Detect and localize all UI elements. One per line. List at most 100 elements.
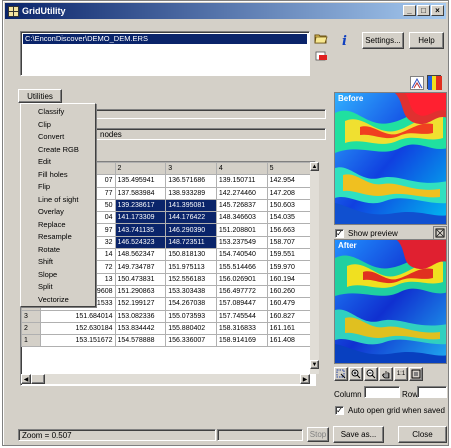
grid-cell[interactable]: 158.914169 <box>215 334 268 348</box>
grid-cell[interactable]: 148.562347 <box>114 248 167 262</box>
grid-cell[interactable]: 154.740540 <box>215 248 268 262</box>
remove-file-icon[interactable] <box>314 49 328 63</box>
grid-cell[interactable]: 143.741135 <box>114 223 167 237</box>
fit-extent-icon[interactable] <box>409 367 423 381</box>
scroll-down-arrow-icon[interactable]: ▼ <box>310 360 319 369</box>
menu-item-resample[interactable]: Resample <box>38 232 72 241</box>
grid-cell[interactable]: 155.073593 <box>165 309 217 323</box>
grid-column-header[interactable]: 2 <box>114 162 167 176</box>
table-row[interactable]: 1 153.151672 154.578888 156.336007 158.91416… <box>21 334 315 348</box>
menu-item-classify[interactable]: Classify <box>38 107 65 116</box>
pan-hand-icon[interactable] <box>379 367 393 381</box>
menu-item-flip[interactable]: Flip <box>38 182 51 191</box>
grid-cell[interactable]: 153.237549 <box>215 235 268 250</box>
grid-cell[interactable]: 150.818130 <box>165 248 217 262</box>
grid-cell[interactable]: 151.975113 <box>165 260 217 274</box>
menu-item-fill-holes[interactable]: Fill holes <box>38 169 68 179</box>
contour-view-icon[interactable] <box>410 76 424 90</box>
file-list-item[interactable]: C:\EnconDiscover\DEMO_DEM.ERS <box>23 34 307 44</box>
grid-cell[interactable]: 151.208801 <box>215 223 268 237</box>
before-preview-map[interactable]: Before <box>334 92 447 225</box>
grid-cell[interactable]: 146.524323 <box>114 235 167 250</box>
maximize-button[interactable]: □ <box>417 5 430 16</box>
grid-cell[interactable]: 155.880402 <box>165 321 217 336</box>
scroll-left-arrow-icon[interactable]: ◀ <box>21 374 31 384</box>
grid-cell[interactable]: 152.199127 <box>114 297 167 311</box>
grid-cell[interactable]: 158.316833 <box>215 321 268 336</box>
grid-horizontal-scrollbar[interactable]: ◀ ▶ <box>21 374 310 384</box>
grid-cell[interactable]: 150.603 <box>266 198 315 213</box>
scroll-right-arrow-icon[interactable]: ▶ <box>300 374 310 384</box>
grid-cell[interactable]: 144.176422 <box>165 211 217 225</box>
settings-button[interactable]: Settings... <box>362 32 404 49</box>
zoom-1to1-button[interactable]: 1:1 <box>394 367 408 381</box>
grid-cell[interactable]: 159.551 <box>266 248 315 262</box>
grid-cell[interactable]: 154.267038 <box>165 297 217 311</box>
grid-cell[interactable]: 153.834442 <box>114 321 167 336</box>
grid-cell[interactable]: 159.970 <box>266 260 315 274</box>
grid-cell[interactable]: 154.035 <box>266 211 315 225</box>
grid-cell[interactable]: 139.238617 <box>114 198 167 213</box>
menu-item-rotate[interactable]: Rotate <box>38 244 61 254</box>
grid-cell[interactable]: 155.514466 <box>215 260 268 274</box>
grid-cell[interactable]: 161.408 <box>266 334 315 348</box>
scroll-up-arrow-icon[interactable]: ▲ <box>310 162 319 171</box>
menu-item-replace[interactable]: Replace <box>38 219 66 229</box>
grid-column-header[interactable]: 4 <box>215 162 268 176</box>
zoom-out-icon[interactable] <box>364 367 378 381</box>
grid-cell[interactable]: 137.583984 <box>114 186 167 200</box>
grid-cell[interactable]: 160.260 <box>266 284 315 299</box>
utilities-button[interactable]: Utilities <box>18 89 62 103</box>
grid-row-header[interactable]: 2 <box>21 321 41 336</box>
grid-cell[interactable]: 157.089447 <box>215 297 268 311</box>
grid-cell[interactable]: 153.151672 <box>39 334 116 348</box>
grid-cell[interactable]: 147.208 <box>266 186 315 200</box>
grid-row-header[interactable]: 3 <box>21 309 41 323</box>
auto-open-checkbox[interactable]: ✓ <box>335 406 344 415</box>
menu-item-shift[interactable]: Shift <box>38 257 54 266</box>
stop-button[interactable]: Stop <box>307 427 329 442</box>
grid-cell[interactable]: 141.395081 <box>165 198 217 213</box>
grid-cell[interactable]: 156.663 <box>266 223 315 237</box>
grid-cell[interactable]: 158.707 <box>266 235 315 250</box>
grid-file-list[interactable]: C:\EnconDiscover\DEMO_DEM.ERS <box>20 31 310 76</box>
open-folder-icon[interactable] <box>314 31 328 45</box>
menu-item-clip[interactable]: Clip <box>38 119 51 129</box>
close-button[interactable]: Close <box>398 426 447 443</box>
grid-cell[interactable]: 160.827 <box>266 309 315 323</box>
scroll-thumb[interactable] <box>31 374 45 384</box>
grid-cell[interactable]: 151.684014 <box>39 309 116 323</box>
help-button[interactable]: Help <box>409 32 444 49</box>
grid-cell[interactable]: 148.723511 <box>165 235 217 250</box>
menu-item-convert[interactable]: Convert <box>38 132 65 141</box>
save-as-button[interactable]: Save as... <box>333 426 384 443</box>
grid-cell[interactable]: 153.082336 <box>114 309 167 323</box>
close-window-button[interactable]: × <box>431 5 444 16</box>
title-bar[interactable]: GridUtility _ □ × <box>5 3 446 19</box>
menu-item-vectorize[interactable]: Vectorize <box>38 294 69 304</box>
grid-cell[interactable]: 146.290390 <box>165 223 217 237</box>
grid-cell[interactable]: 160.194 <box>266 272 315 286</box>
grid-cell[interactable]: 148.346603 <box>215 211 268 225</box>
minimize-button[interactable]: _ <box>403 5 416 16</box>
info-icon[interactable]: i <box>338 33 352 49</box>
grid-column-header[interactable]: 5 <box>266 162 315 176</box>
grid-cell[interactable]: 150.473831 <box>114 272 167 286</box>
grid-cell[interactable]: 161.161 <box>266 321 315 336</box>
table-row[interactable]: 2 152.630184 153.834442 155.880402 158.31683… <box>21 321 315 336</box>
grid-cell[interactable]: 160.479 <box>266 297 315 311</box>
after-preview-map[interactable]: After <box>334 239 447 364</box>
grid-cell[interactable]: 136.571686 <box>165 174 217 188</box>
grid-cell[interactable]: 153.303438 <box>165 284 217 299</box>
grid-cell[interactable]: 156.497772 <box>215 284 268 299</box>
menu-item-split[interactable]: Split <box>38 282 53 291</box>
grid-cell[interactable]: 135.495941 <box>114 174 167 188</box>
grid-cell[interactable]: 154.578888 <box>114 334 167 348</box>
grid-row-header[interactable]: 1 <box>21 334 41 348</box>
grid-cell[interactable]: 151.290863 <box>114 284 167 299</box>
grid-cell[interactable]: 149.734787 <box>114 260 167 274</box>
grid-cell[interactable]: 152.630184 <box>39 321 116 336</box>
grid-cell[interactable]: 141.173309 <box>114 211 167 225</box>
grid-cell[interactable]: 152.556183 <box>165 272 217 286</box>
menu-item-edit[interactable]: Edit <box>38 157 51 166</box>
